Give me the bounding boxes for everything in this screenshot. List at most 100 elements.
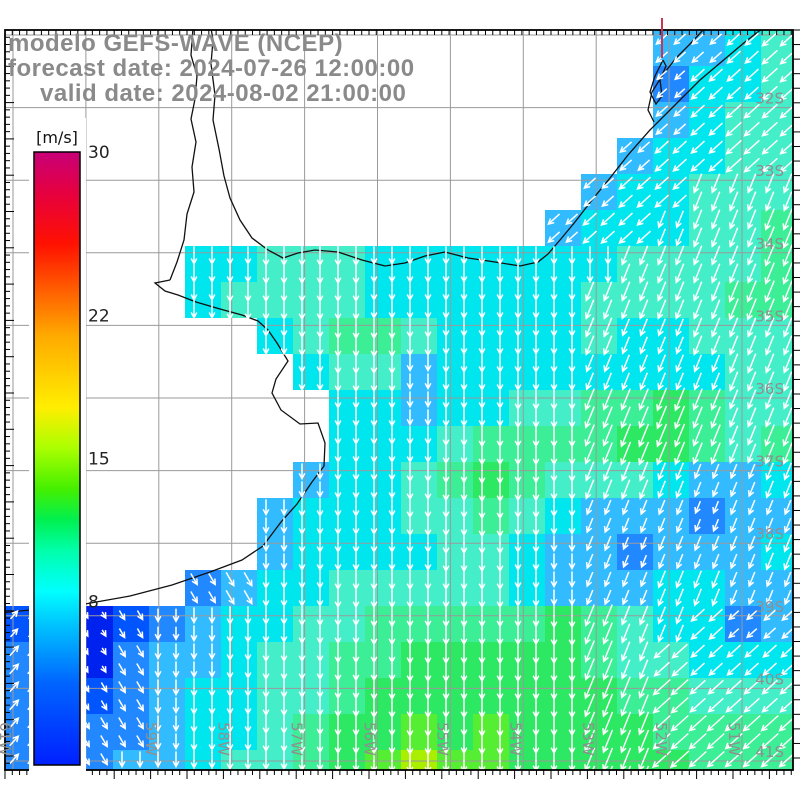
wave-arrow (674, 281, 685, 302)
wave-arrow (584, 424, 595, 447)
wave-arrow (711, 372, 720, 391)
wave-arrow (370, 534, 378, 554)
wave-arrow (621, 589, 630, 606)
wave-arrow (208, 661, 216, 679)
field-cell (293, 606, 329, 642)
wave-arrow (675, 606, 684, 625)
wave-arrow (638, 388, 649, 411)
wave-arrow (725, 697, 742, 713)
wave-arrow (675, 354, 684, 373)
field-cell (401, 570, 437, 606)
wave-arrow (690, 158, 706, 172)
wave-arrow (118, 699, 127, 712)
wave-arrow (711, 553, 720, 570)
wave-arrow (640, 536, 648, 551)
wave-arrow (747, 571, 756, 588)
wave-arrow (710, 317, 721, 338)
wave-arrow (427, 763, 429, 770)
wave-arrow (706, 732, 725, 750)
wave-arrow (334, 426, 342, 446)
wave-arrow (746, 389, 757, 410)
wave-arrow (496, 300, 504, 320)
wave-arrow (316, 481, 324, 499)
wave-arrow (547, 213, 561, 226)
field-cell (293, 714, 329, 750)
wave-arrow (352, 426, 360, 446)
wave-arrow (764, 226, 775, 249)
wave-arrow (584, 442, 595, 465)
wave-arrow (136, 645, 145, 658)
wave-arrow (262, 499, 270, 517)
wave-arrow (139, 769, 141, 770)
wave-arrow (675, 228, 684, 247)
wave-arrow (620, 747, 632, 770)
wave-arrow (783, 589, 792, 606)
wave-arrow (638, 641, 649, 662)
wave-arrow (514, 570, 522, 590)
wave-arrow (244, 642, 252, 662)
wave-arrow (692, 442, 703, 465)
wave-arrow (388, 480, 396, 500)
wave-arrow (226, 299, 234, 321)
wave-arrow (743, 697, 760, 713)
wave-arrow (478, 264, 486, 284)
wave-arrow (280, 553, 288, 571)
field-cell (365, 498, 401, 534)
wave-arrow (9, 662, 20, 675)
field-cell (221, 246, 257, 282)
wave-arrow (778, 717, 793, 732)
wave-arrow (388, 282, 396, 302)
wave-arrow (725, 679, 742, 695)
wave-arrow (708, 86, 724, 100)
field-cell (221, 642, 257, 678)
wave-arrow (690, 104, 706, 118)
wave-arrow (669, 750, 690, 769)
colorbar-tick-label: 22 (88, 306, 110, 326)
wave-arrow (550, 318, 558, 338)
wave-arrow (208, 732, 216, 752)
field-cell (365, 426, 401, 462)
longitude-label: 55W (433, 722, 451, 756)
wave-arrow (262, 553, 270, 571)
wave-arrow (568, 553, 576, 571)
wave-arrow (638, 747, 650, 770)
latitude-label: 33S (755, 162, 784, 180)
field-cell (473, 462, 509, 498)
wave-arrow (728, 245, 739, 266)
wave-arrow (726, 32, 742, 46)
wave-arrow (725, 103, 742, 119)
wave-arrow (262, 535, 270, 553)
field-cell (473, 678, 509, 714)
field-cell (653, 606, 689, 642)
longitude-label: 61W (0, 722, 14, 756)
wave-arrow (638, 423, 650, 448)
wave-arrow (532, 534, 540, 554)
wave-arrow (639, 571, 648, 588)
field-cell (437, 570, 473, 606)
wave-arrow (760, 732, 779, 750)
wave-arrow (764, 389, 775, 410)
wave-arrow (334, 498, 342, 518)
wave-arrow (782, 191, 793, 212)
wave-arrow (370, 264, 378, 284)
wave-arrow (762, 644, 778, 658)
wave-arrow (121, 769, 123, 770)
wave-arrow (690, 608, 706, 622)
wave-arrow (620, 659, 631, 680)
wave-arrow (514, 318, 522, 338)
wave-arrow (706, 750, 725, 768)
wave-arrow (620, 676, 631, 699)
field-cell (365, 534, 401, 570)
field-cell (221, 282, 257, 318)
field-cell (401, 390, 437, 426)
wave-arrow (244, 246, 252, 266)
wave-arrow (298, 552, 306, 572)
wave-arrow (190, 607, 198, 625)
wave-arrow (710, 245, 721, 266)
field-cell (617, 354, 653, 390)
wave-arrow (620, 406, 631, 429)
wave-arrow (391, 764, 393, 770)
wave-arrow (298, 498, 306, 518)
wave-arrow (758, 768, 761, 770)
wave-arrow (370, 444, 378, 464)
